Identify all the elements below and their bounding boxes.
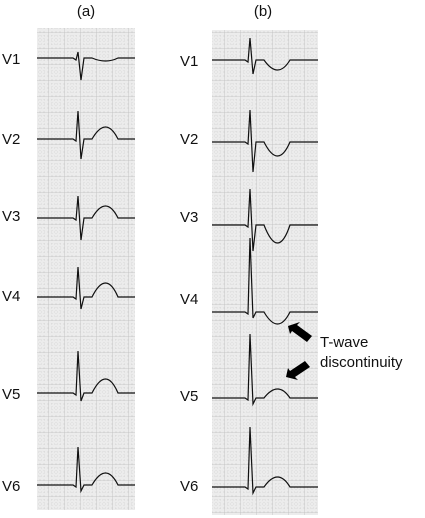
arrow: [286, 361, 310, 380]
traces: [37, 37, 318, 496]
arrow: [288, 322, 312, 342]
panel-label: (b): [254, 3, 272, 20]
lead-label: V3: [180, 209, 198, 226]
lead-label: V4: [2, 288, 20, 305]
ecg-grid: [37, 28, 135, 510]
lead-label: V6: [2, 478, 20, 495]
lead-label: V1: [180, 53, 198, 70]
ecg-trace: [212, 237, 318, 325]
lead-label: V2: [180, 131, 198, 148]
ecg-trace: [212, 426, 318, 496]
lead-label: V3: [2, 208, 20, 225]
lead-label: V4: [180, 291, 198, 308]
ecg-trace: [37, 195, 135, 241]
lead-label: V5: [2, 386, 20, 403]
ecg-trace: [212, 109, 318, 173]
ecg-grid: [212, 30, 318, 515]
ecg-trace: [212, 37, 318, 75]
ecg-trace: [212, 188, 318, 252]
lead-label: V1: [2, 51, 20, 68]
ecg-trace: [37, 51, 135, 81]
ecg-trace: [37, 446, 135, 494]
ecg-trace: [212, 333, 318, 407]
annotation: discontinuity: [320, 354, 403, 371]
ecg-trace: [37, 266, 135, 310]
ecg-trace: [37, 350, 135, 402]
annotation: T-wave: [320, 334, 368, 351]
ecg-trace: [37, 110, 135, 160]
lead-label: V5: [180, 388, 198, 405]
lead-label: V2: [2, 131, 20, 148]
panel-label: (a): [77, 3, 95, 20]
lead-label: V6: [180, 478, 198, 495]
